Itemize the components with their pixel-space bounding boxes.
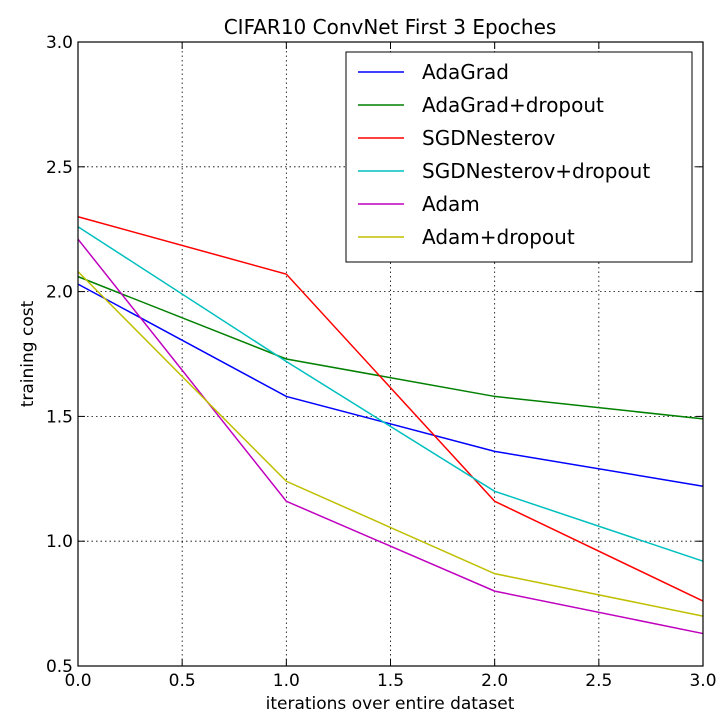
legend-box — [345, 51, 693, 263]
y-tick-label: 1.0 — [46, 532, 73, 552]
x-tick-label: 0.0 — [64, 671, 91, 691]
series-line-sgdnesterov — [77, 215, 704, 602]
legend-label: SGDNesterov — [422, 126, 555, 150]
series-layer — [77, 215, 704, 635]
legend-label: Adam — [422, 192, 480, 216]
y-tick-label: 3.0 — [46, 33, 73, 53]
x-tick-label: 0.5 — [169, 671, 196, 691]
x-tick-label: 2.0 — [481, 671, 508, 691]
x-tick-label: 2.5 — [585, 671, 612, 691]
x-tick-label: 1.5 — [377, 671, 404, 691]
y-tick-label: 2.0 — [46, 283, 73, 303]
series-line-sgdnesterov-dropout — [77, 226, 704, 562]
series-line-adagrad — [77, 283, 704, 488]
series-line-adam — [77, 238, 704, 635]
legend-label: AdaGrad — [422, 60, 509, 84]
x-tick-label: 1.0 — [273, 671, 300, 691]
x-axis-label: iterations over entire dataset — [266, 694, 515, 714]
legend-label: SGDNesterov+dropout — [422, 159, 650, 183]
legend: AdaGrad AdaGrad+dropout SGDNesterov SGDNest… — [345, 51, 693, 263]
y-axis-label: training cost — [18, 300, 38, 407]
series-line-adam-dropout — [77, 271, 704, 617]
y-tick-label: 0.5 — [46, 657, 73, 677]
x-tick-label: 3.0 — [689, 671, 716, 691]
series-line-adagrad-dropout — [77, 275, 704, 420]
legend-label: AdaGrad+dropout — [422, 93, 604, 117]
legend-label: Adam+dropout — [422, 225, 575, 249]
y-tick-label: 2.5 — [46, 158, 73, 178]
axis-ticks: 0.0 0.5 1.0 1.5 2.0 2.5 3.00.51.01.52.02.53.0 — [46, 33, 717, 691]
y-tick-label: 1.5 — [46, 407, 73, 427]
chart-title: CIFAR10 ConvNet First 3 Epoches — [224, 15, 557, 39]
